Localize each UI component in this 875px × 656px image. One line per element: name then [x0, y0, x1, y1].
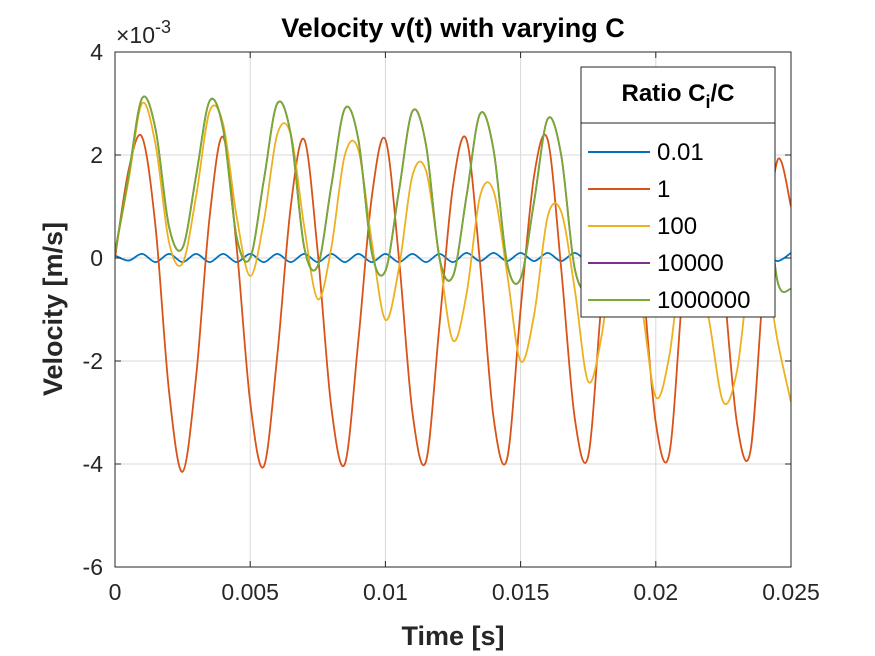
x-tick-label: 0.005 — [221, 579, 279, 605]
legend-label: 10000 — [657, 250, 724, 277]
legend-label: 0.01 — [657, 139, 704, 166]
y-tick-label: 0 — [90, 245, 103, 271]
x-tick-label: 0.01 — [363, 579, 408, 605]
legend-label: 1000000 — [657, 287, 750, 314]
legend-label: 100 — [657, 213, 697, 240]
y-tick-label: -6 — [83, 554, 103, 580]
x-tick-label: 0 — [109, 579, 122, 605]
y-tick-label: -2 — [83, 348, 103, 374]
tick-marks — [114, 51, 792, 568]
exponent-power: -3 — [155, 17, 171, 37]
legend-title-main: Ratio C — [621, 80, 705, 107]
legend-label: 1 — [657, 176, 670, 203]
legend-items: 0.01 1 100 10000 1000000 — [588, 139, 750, 314]
y-tick-label: 4 — [90, 39, 103, 65]
plot-frame — [114, 51, 792, 568]
x-tick-label: 0.025 — [762, 579, 820, 605]
x-axis-label: Time [s] — [401, 621, 504, 651]
y-axis-label: Velocity [m/s] — [38, 222, 68, 396]
tick-labels: 0 0.005 0.01 0.015 0.02 0.025 -6 -4 -2 0 2 4 — [83, 39, 820, 605]
legend-title: Ratio Ci/C — [621, 80, 734, 112]
legend-title-sub: i — [705, 92, 710, 112]
y-exponent-label: ×10-3 — [116, 17, 171, 48]
x-tick-label: 0.015 — [492, 579, 550, 605]
legend: Ratio Ci/C 0.01 1 100 10000 1000000 — [580, 66, 776, 318]
exponent-prefix: ×10 — [116, 22, 155, 48]
y-tick-label: -4 — [83, 451, 104, 477]
legend-box — [580, 66, 776, 318]
x-tick-label: 0.02 — [633, 579, 678, 605]
legend-title-tail: /C — [711, 80, 735, 107]
y-tick-label: 2 — [90, 142, 103, 168]
chart-title: Velocity v(t) with varying C — [281, 13, 625, 43]
